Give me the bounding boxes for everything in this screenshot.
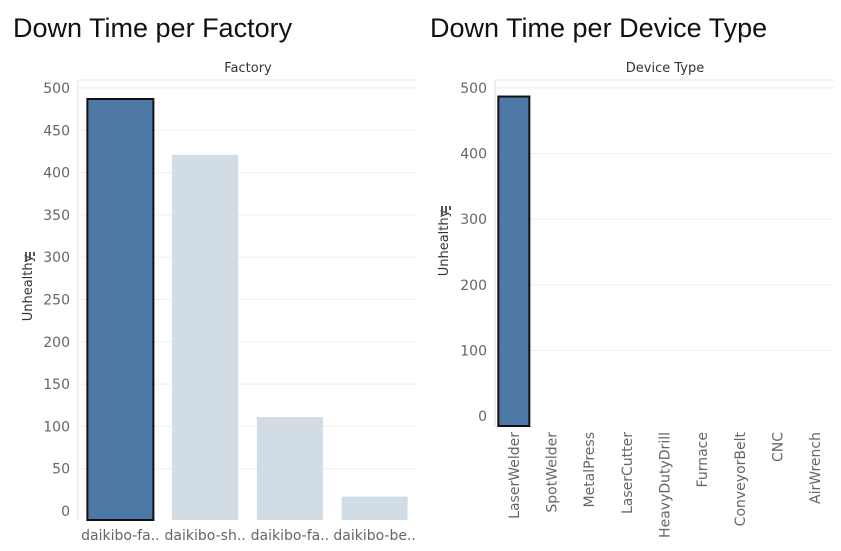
factory-y-axis-label: Unhealthy bbox=[21, 254, 36, 321]
device-x-tick-label: Furnace bbox=[695, 432, 711, 487]
factory-y-tick-label: 200 bbox=[43, 335, 70, 351]
device-y-axis-label: Unhealthy bbox=[437, 209, 452, 276]
factory-y-tick-label: 350 bbox=[43, 208, 70, 224]
device-y-tick-label: 0 bbox=[478, 409, 487, 425]
factory-sort-icon[interactable] bbox=[25, 252, 35, 262]
device-y-tick-label: 400 bbox=[460, 147, 487, 163]
factory-chart: Factory 0 50 100 150 200 250 300 350 400 450 500 Unh… bbox=[21, 61, 417, 544]
device-x-tick-label: CNC bbox=[771, 432, 787, 462]
factory-y-tick-label: 400 bbox=[43, 166, 70, 182]
device-y-tick-label: 200 bbox=[460, 278, 487, 294]
device-x-tick-label: ConveyorBelt bbox=[733, 432, 749, 527]
factory-y-tick-label: 500 bbox=[43, 81, 70, 97]
factory-x-tick-label: daikibo-fa.. bbox=[251, 528, 330, 544]
device-x-tick-label: AirWrench bbox=[808, 432, 824, 504]
factory-bar[interactable] bbox=[341, 496, 408, 520]
device-x-tick-label: SpotWelder bbox=[545, 432, 561, 513]
device-bar[interactable] bbox=[497, 95, 531, 427]
factory-y-tick-label: 150 bbox=[43, 377, 70, 393]
factory-y-tick-label: 0 bbox=[61, 504, 70, 520]
device-x-tick-label: LaserCutter bbox=[620, 432, 636, 514]
device-sort-icon[interactable] bbox=[441, 206, 451, 216]
factory-y-tick-label: 450 bbox=[43, 123, 70, 139]
factory-y-tick-label: 100 bbox=[43, 419, 70, 435]
device-y-tick-label: 300 bbox=[460, 212, 487, 228]
device-y-tick-label: 500 bbox=[460, 81, 487, 97]
factory-column-header: Factory bbox=[224, 61, 272, 76]
factory-y-tick-label: 250 bbox=[43, 293, 70, 309]
factory-bar[interactable] bbox=[86, 97, 155, 522]
factory-y-tick-label: 50 bbox=[52, 462, 70, 478]
device-chart: Device Type 0 100 200 300 400 500 Unhealthy Lase… bbox=[437, 61, 834, 538]
factory-bar[interactable] bbox=[256, 417, 323, 520]
device-column-header: Device Type bbox=[626, 61, 704, 76]
device-x-tick-label: LaserWelder bbox=[507, 432, 523, 519]
device-x-tick-label: MetalPress bbox=[582, 432, 598, 508]
factory-bar[interactable] bbox=[172, 154, 239, 521]
factory-x-tick-label: daikibo-sh.. bbox=[165, 528, 246, 544]
device-x-tick-label: HeavyDutyDrill bbox=[658, 432, 674, 538]
factory-x-tick-label: daikibo-fa.. bbox=[81, 528, 160, 544]
device-chart-title: Down Time per Device Type bbox=[430, 13, 768, 43]
device-y-tick-label: 100 bbox=[460, 343, 487, 359]
factory-chart-title: Down Time per Factory bbox=[13, 13, 293, 43]
factory-y-tick-label: 300 bbox=[43, 250, 70, 266]
factory-x-tick-label: daikibo-be.. bbox=[333, 528, 416, 544]
